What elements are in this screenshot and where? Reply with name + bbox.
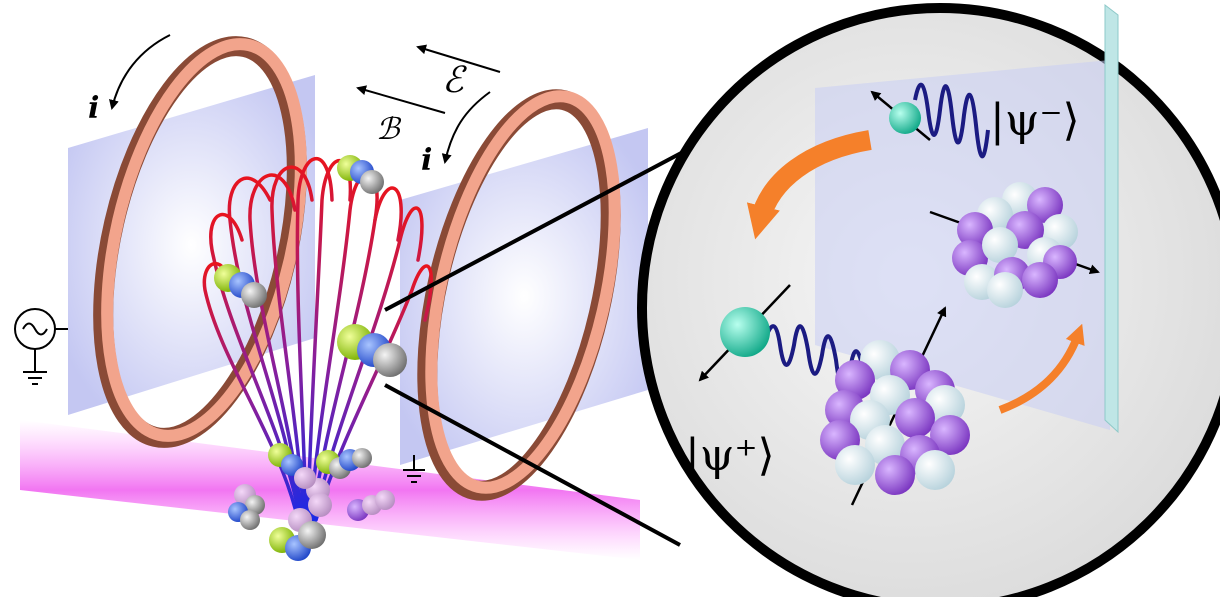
electric-field-arrow: [416, 44, 501, 73]
inset-magnified-view: |ψ⁻⟩ |ψ⁺⟩: [637, 3, 1220, 597]
molecule: [214, 264, 267, 308]
state-label-minus: |ψ⁻⟩: [990, 95, 1080, 146]
electron-lower: [720, 307, 770, 357]
current-label-left: i: [88, 91, 99, 126]
current-label-right: i: [421, 143, 432, 178]
right-coil-ring: [417, 89, 621, 501]
molecule: [337, 155, 384, 194]
zoom-line-bottom: [384, 383, 681, 547]
photon-wave-upper: [913, 83, 990, 159]
left-coil-ring: [93, 36, 307, 448]
nucleus-upper: [929, 182, 1100, 308]
state-label-plus: |ψ⁺⟩: [685, 430, 775, 481]
molecule-cloud: [228, 443, 395, 561]
nucleus-lower: [820, 306, 970, 506]
electric-field-label: ℰ: [442, 60, 467, 101]
current-arrow-left: [109, 34, 171, 110]
ground-icon: [403, 455, 425, 483]
transition-arrow-down: [746, 130, 872, 240]
magnetic-field-label: ℬ: [376, 112, 402, 147]
ground-icon: [23, 371, 47, 385]
transition-arrow-up: [998, 323, 1085, 414]
electron-upper: [889, 102, 921, 134]
current-arrow-right: [441, 91, 491, 164]
molecule: [337, 324, 407, 377]
ac-source-icon: [14, 308, 68, 372]
magnetic-field-arrow: [356, 85, 446, 114]
mirror-plane: [1104, 3, 1119, 434]
